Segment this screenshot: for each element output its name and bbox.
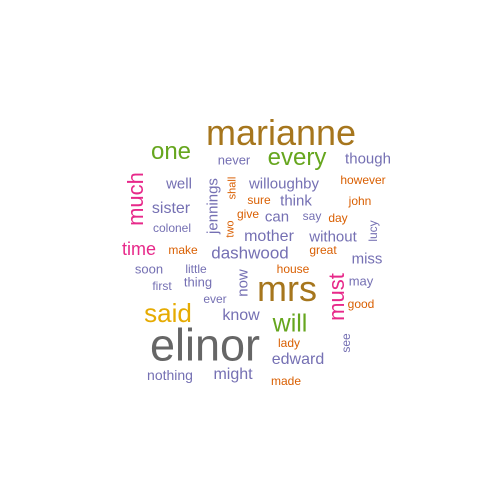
word-much: much <box>123 172 148 226</box>
word-one: one <box>150 138 192 165</box>
word-lady: lady <box>277 336 301 350</box>
word-know: know <box>222 307 260 324</box>
word-well: well <box>166 175 192 193</box>
word-sure: sure <box>247 193 271 207</box>
word-edward: edward <box>271 351 325 368</box>
word-will: will <box>272 309 308 338</box>
word-though: though <box>345 150 391 168</box>
word-said: said <box>144 298 192 328</box>
word-little: little <box>185 262 207 276</box>
word-made: made <box>270 374 302 388</box>
word-dashwood: dashwood <box>211 243 289 263</box>
word-day: day <box>328 211 348 225</box>
word-jennings: jennings <box>204 178 222 234</box>
word-might: might <box>213 366 253 383</box>
word-mother: mother <box>244 228 294 245</box>
word-soon: soon <box>134 261 164 277</box>
word-say: say <box>302 209 322 223</box>
word-marianne: marianne <box>205 112 357 153</box>
word-good: good <box>347 297 375 311</box>
word-great: great <box>309 243 337 257</box>
word-house: house <box>276 262 310 276</box>
word-nothing: nothing <box>147 367 193 383</box>
word-thing: thing <box>183 274 213 290</box>
word-elinor: elinor <box>149 319 261 371</box>
word-lucy: lucy <box>366 220 380 242</box>
word-without: without <box>309 228 357 246</box>
word-may: may <box>348 273 374 289</box>
word-miss: miss <box>351 250 383 268</box>
word-make: make <box>168 243 198 257</box>
word-mrs: mrs <box>257 268 317 309</box>
word-see: see <box>339 333 353 353</box>
word-think: think <box>280 192 312 210</box>
word-however: however <box>340 173 386 187</box>
word-now: now <box>234 269 252 297</box>
word-must: must <box>324 273 349 321</box>
word-every: every <box>267 144 327 171</box>
word-two: two <box>224 220 237 238</box>
word-first: first <box>152 279 172 293</box>
word-give: give <box>236 207 260 221</box>
word-can: can <box>264 208 290 226</box>
word-sister: sister <box>151 200 191 217</box>
word-time: time <box>121 239 157 259</box>
word-willoughby: willoughby <box>248 175 320 193</box>
word-shall: shall <box>226 176 239 200</box>
word-never: never <box>217 152 251 168</box>
word-colonel: colonel <box>152 221 192 235</box>
word-ever: ever <box>203 292 227 306</box>
word-john: john <box>348 194 372 208</box>
